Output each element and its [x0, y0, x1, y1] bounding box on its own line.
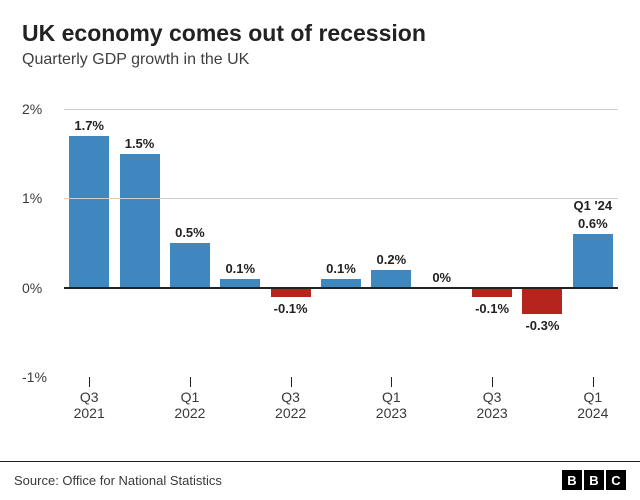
- bar: [170, 243, 210, 288]
- bar-value-label: -0.1%: [475, 301, 509, 316]
- x-tick-mark: [492, 377, 493, 387]
- x-tick-label: Q3 2023: [477, 389, 508, 421]
- bar: [271, 288, 311, 297]
- bar-extra-label: Q1 '24: [574, 198, 613, 213]
- logo-letter: C: [606, 470, 626, 490]
- x-tick-label: Q3 2022: [275, 389, 306, 421]
- bar-value-label: 0.2%: [377, 252, 407, 267]
- bar-value-label: -0.1%: [274, 301, 308, 316]
- bbc-logo: BBC: [562, 470, 626, 490]
- chart-title: UK economy comes out of recession: [22, 20, 618, 47]
- x-tick-mark: [291, 377, 292, 387]
- bar-value-label: 0.6%: [578, 216, 608, 231]
- x-tick-label: Q3 2021: [74, 389, 105, 421]
- plot-region: 1.7% 1.5% 0.5% 0.1% -0.1% 0.1% 0.2% 0% -0.1% -0.3…: [64, 87, 618, 427]
- chart-container: UK economy comes out of recession Quarte…: [0, 0, 640, 500]
- x-tick-mark: [391, 377, 392, 387]
- bar-value-label: -0.3%: [525, 318, 559, 333]
- source-text: Source: Office for National Statistics: [14, 473, 222, 488]
- x-tick-label: Q1 2022: [174, 389, 205, 421]
- bar-value-label: 0.1%: [326, 261, 356, 276]
- zero-axis: [64, 287, 618, 289]
- bar: [371, 270, 411, 288]
- bar-value-label: 1.7%: [74, 118, 104, 133]
- gridline: [64, 198, 618, 199]
- y-tick-label: 2%: [22, 101, 42, 117]
- bar: [522, 288, 562, 315]
- bar: [573, 234, 613, 288]
- chart-area: 1.7% 1.5% 0.5% 0.1% -0.1% 0.1% 0.2% 0% -0.1% -0.3…: [22, 87, 618, 427]
- bar-value-label: 0.5%: [175, 225, 205, 240]
- x-tick-label: Q1 2023: [376, 389, 407, 421]
- y-tick-label: -1%: [22, 369, 47, 385]
- bar: [472, 288, 512, 297]
- logo-letter: B: [584, 470, 604, 490]
- x-tick-mark: [89, 377, 90, 387]
- y-tick-label: 0%: [22, 280, 42, 296]
- y-tick-label: 1%: [22, 190, 42, 206]
- bar-value-label: 0%: [432, 270, 451, 285]
- footer: Source: Office for National Statistics B…: [0, 461, 640, 500]
- bar-value-label: 1.5%: [125, 136, 155, 151]
- bar: [120, 154, 160, 288]
- x-tick-mark: [593, 377, 594, 387]
- x-tick-mark: [190, 377, 191, 387]
- x-tick-label: Q1 2024: [577, 389, 608, 421]
- bar-value-label: 0.1%: [225, 261, 255, 276]
- bar: [69, 136, 109, 288]
- gridline: [64, 109, 618, 110]
- logo-letter: B: [562, 470, 582, 490]
- chart-subtitle: Quarterly GDP growth in the UK: [22, 51, 618, 69]
